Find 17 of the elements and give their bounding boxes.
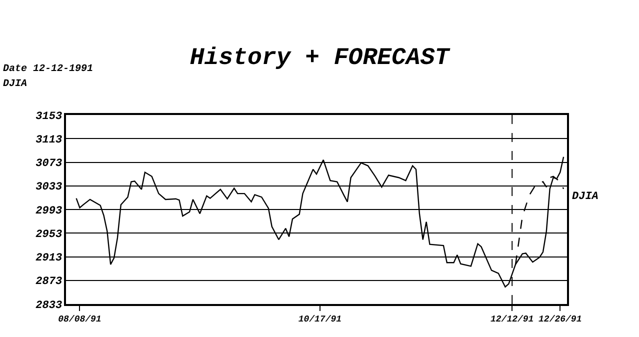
text: Date 12-12-1991 (3, 64, 94, 75)
y-tick-label: 2913 (36, 252, 62, 265)
y-tick-label: 3033 (36, 182, 62, 194)
y-axis-title: DJIA (3, 79, 28, 90)
x-tick-label: 08/08/91 (58, 314, 102, 325)
series-label: DJIA (572, 191, 599, 203)
y-tick-label: 2953 (36, 228, 62, 241)
y-tick-label: 2993 (36, 205, 62, 218)
x-tick-label: 12/12/91 (490, 314, 534, 325)
y-tick-label: 3113 (36, 134, 62, 146)
x-tick-label: 10/17/91 (298, 314, 342, 325)
y-tick-label: 2873 (36, 276, 62, 288)
y-tick-label: 3073 (36, 158, 62, 170)
y-tick-label: 3153 (36, 110, 62, 123)
y-tick-label: 2833 (36, 300, 62, 312)
chart-title: History + FORECAST (190, 44, 451, 72)
x-tick-label: 12/26/91 (538, 314, 582, 325)
